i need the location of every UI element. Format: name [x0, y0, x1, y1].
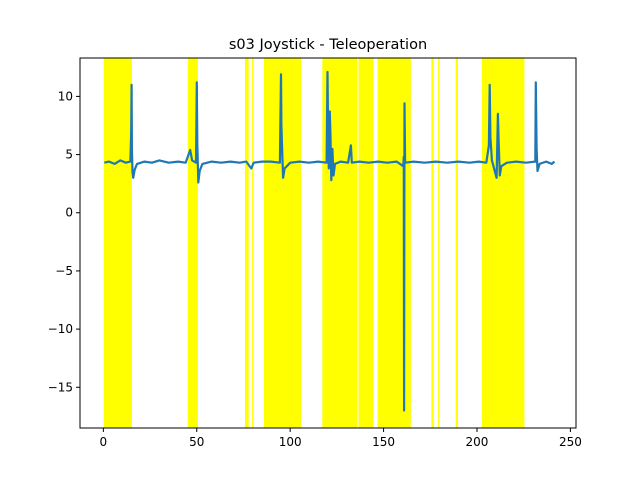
- highlight-band-1: [103, 58, 132, 428]
- highlight-band-7: [358, 58, 374, 428]
- highlight-band-3: [244, 58, 249, 428]
- x-tick-label: 200: [466, 435, 489, 449]
- highlight-band-9: [431, 58, 434, 428]
- y-tick-label: −10: [48, 322, 73, 336]
- x-tick-label: 50: [189, 435, 204, 449]
- x-tick-label: 250: [559, 435, 582, 449]
- x-tick-label: 100: [279, 435, 302, 449]
- highlight-band-4: [252, 58, 254, 428]
- y-tick-label: 0: [65, 206, 73, 220]
- highlight-band-8: [377, 58, 411, 428]
- highlight-band-11: [455, 58, 458, 428]
- highlight-band-5: [264, 58, 302, 428]
- y-tick-label: −5: [55, 264, 73, 278]
- highlight-band-10: [438, 58, 440, 428]
- y-axis-ticks: 10 5 0 −5 −10 −15: [48, 89, 80, 394]
- y-tick-label: 5: [65, 148, 73, 162]
- chart-title: s03 Joystick - Teleoperation: [229, 37, 427, 53]
- x-tick-label: 150: [372, 435, 395, 449]
- x-tick-label: 0: [100, 435, 108, 449]
- x-axis-ticks: 0 50 100 150 200 250: [100, 428, 582, 449]
- y-tick-label: −15: [48, 380, 73, 394]
- series-line-group: [104, 70, 556, 412]
- highlight-band-2: [187, 58, 198, 428]
- series-line-1: [104, 70, 556, 412]
- plot-frame: [79, 57, 577, 429]
- y-tick-label: 10: [58, 89, 73, 103]
